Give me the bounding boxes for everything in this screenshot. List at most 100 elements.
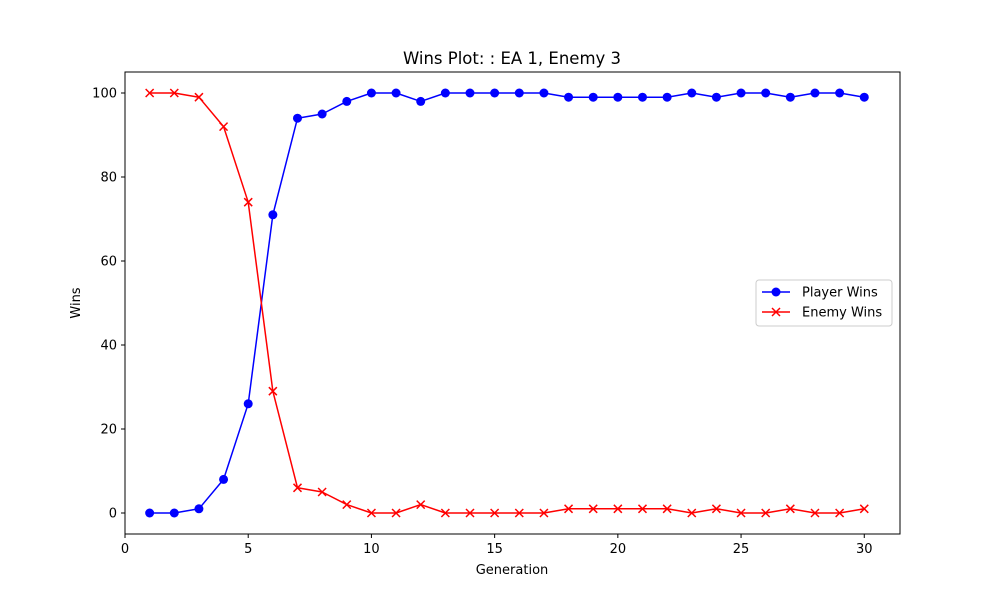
enemy-wins-line	[149, 92, 865, 514]
enemy-wins-point-stroke	[810, 508, 820, 518]
enemy-wins-point-stroke	[243, 197, 253, 207]
enemy-wins-point-stroke	[268, 386, 278, 396]
enemy-wins-point-stroke	[145, 88, 155, 98]
enemy-wins-point	[145, 88, 155, 98]
enemy-wins-point-stroke	[588, 504, 598, 514]
enemy-wins-point	[169, 88, 179, 98]
enemy-wins-point	[391, 508, 401, 518]
enemy-wins-point-stroke	[391, 508, 401, 518]
legend-swatch-marker	[771, 307, 781, 317]
y-tick-label: 80	[100, 171, 117, 186]
enemy-wins-point	[564, 504, 574, 514]
enemy-wins-point	[588, 504, 598, 514]
enemy-wins-point-stroke	[785, 504, 795, 514]
enemy-wins-point	[761, 508, 771, 518]
enemy-wins-point	[687, 508, 697, 518]
enemy-wins-point-stroke	[539, 508, 549, 518]
enemy-wins-point	[366, 508, 376, 518]
enemy-wins-point	[785, 504, 795, 514]
enemy-wins-point-stroke	[342, 500, 352, 510]
player-wins-point	[835, 88, 845, 98]
player-wins-point	[662, 92, 672, 102]
plot-frame	[124, 71, 901, 535]
enemy-wins-point	[613, 504, 623, 514]
enemy-wins-point-stroke	[292, 483, 303, 493]
enemy-wins-point-stroke	[440, 508, 450, 518]
player-wins-point	[292, 113, 302, 123]
legend-label: Enemy Wins	[802, 306, 882, 321]
enemy-wins-point	[662, 504, 672, 514]
enemy-wins-point-stroke	[514, 508, 524, 518]
player-wins-point	[145, 508, 155, 518]
legend-label: Player Wins	[802, 286, 878, 301]
enemy-wins-point	[465, 508, 475, 518]
x-tick-label: 30	[856, 542, 873, 557]
player-wins-point	[687, 88, 697, 98]
y-tick-label: 60	[100, 255, 117, 270]
enemy-wins-point	[194, 92, 204, 102]
enemy-wins-point-stroke	[736, 508, 746, 518]
player-wins-point	[391, 88, 401, 98]
y-tick-label: 40	[100, 339, 117, 354]
player-wins-point	[588, 92, 598, 102]
legend-swatch-marker	[771, 287, 781, 297]
player-wins-point	[514, 88, 524, 98]
enemy-wins-point-stroke	[613, 504, 623, 514]
enemy-wins-point-stroke	[687, 508, 697, 518]
enemy-wins-point	[268, 386, 278, 396]
player-wins-point	[490, 88, 500, 98]
player-wins-point	[169, 508, 179, 518]
player-wins-point	[785, 92, 795, 102]
player-wins-point	[810, 88, 820, 98]
player-wins-point	[637, 92, 647, 102]
player-wins-point	[366, 88, 376, 98]
player-wins-point	[859, 92, 869, 102]
y-tick-label: 100	[92, 87, 117, 102]
legend-swatch-marker-stroke	[771, 307, 781, 317]
enemy-wins-point-stroke	[711, 504, 721, 514]
enemy-wins-point-stroke	[219, 122, 229, 132]
player-wins-point	[342, 96, 352, 106]
enemy-wins-point	[440, 508, 450, 518]
enemy-wins-point-stroke	[761, 508, 771, 518]
enemy-wins-point	[219, 122, 229, 132]
player-wins-point	[416, 96, 426, 106]
legend: Player Wins Enemy Wins	[755, 279, 893, 327]
enemy-wins-point-stroke	[169, 88, 179, 98]
player-wins-point	[465, 88, 475, 98]
enemy-wins-point-stroke	[835, 508, 845, 518]
enemy-wins-point	[539, 508, 549, 518]
player-wins-point	[440, 88, 450, 98]
player-wins-point	[194, 504, 204, 514]
enemy-wins-point-stroke	[416, 500, 426, 510]
enemy-wins-point-stroke	[317, 487, 327, 497]
enemy-wins-series	[145, 88, 869, 518]
player-wins-point	[761, 88, 771, 98]
enemy-wins-point	[292, 483, 303, 493]
enemy-wins-point-stroke	[564, 504, 574, 514]
player-wins-point	[317, 109, 327, 119]
x-tick-label: 0	[121, 542, 129, 557]
enemy-wins-point	[835, 508, 845, 518]
enemy-wins-point	[243, 197, 253, 207]
x-tick-label: 20	[610, 542, 627, 557]
enemy-wins-point	[416, 500, 426, 510]
y-tick-label: 0	[109, 507, 117, 522]
enemy-wins-point	[637, 504, 648, 514]
x-tick-label: 5	[244, 542, 252, 557]
player-wins-series	[145, 88, 869, 518]
enemy-wins-point-stroke	[465, 508, 475, 518]
enemy-wins-point	[810, 508, 820, 518]
player-wins-point	[243, 399, 253, 409]
x-tick-label: 15	[486, 542, 503, 557]
enemy-wins-point	[317, 487, 327, 497]
legend-item-player-wins: Player Wins	[762, 286, 878, 301]
y-tick-label: 20	[100, 423, 117, 438]
enemy-wins-point-stroke	[637, 504, 648, 514]
enemy-wins-point	[342, 500, 352, 510]
player-wins-point	[539, 88, 549, 98]
series-layer	[145, 88, 869, 518]
enemy-wins-point	[736, 508, 746, 518]
enemy-wins-point-stroke	[859, 504, 869, 514]
